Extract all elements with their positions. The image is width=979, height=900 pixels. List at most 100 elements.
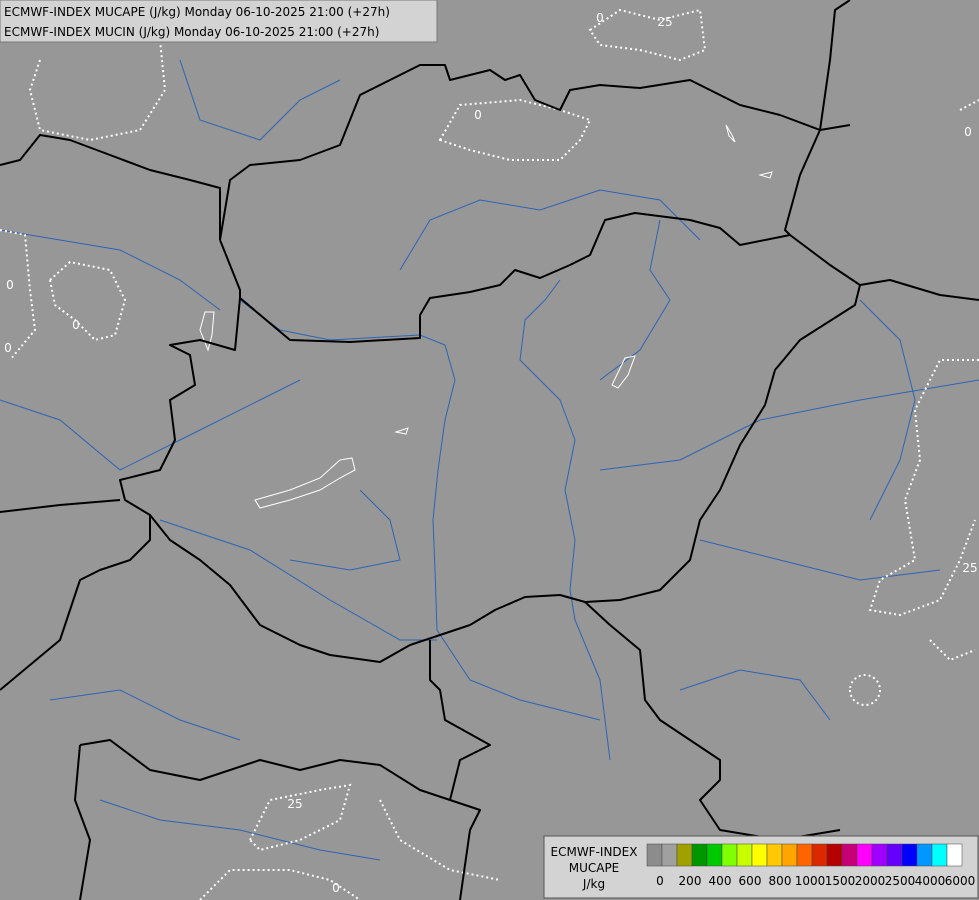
legend-swatch (751, 843, 768, 867)
legend-swatch (826, 843, 843, 867)
legend-swatch (781, 843, 798, 867)
contour-label: 0 (4, 341, 12, 355)
contour-label: 25 (287, 797, 302, 811)
river (0, 379, 301, 471)
contour (0, 229, 37, 361)
contour-label: 0 (474, 108, 482, 122)
contour (199, 869, 361, 900)
rivers (0, 59, 979, 861)
legend-label: 1000 (795, 874, 826, 888)
river (519, 279, 611, 761)
contour (929, 639, 976, 662)
legend-swatch (721, 843, 738, 867)
lake (758, 171, 773, 179)
legend-swatch (916, 843, 933, 867)
river (599, 379, 979, 471)
legend-label: 400 (709, 874, 732, 888)
river (399, 189, 701, 271)
lake (199, 311, 215, 352)
river (99, 799, 381, 861)
contour (868, 359, 979, 617)
legend-swatch (736, 843, 753, 867)
contours (0, 8, 979, 900)
legend-label: 6000 (945, 874, 976, 888)
contour-label: 25 (657, 15, 672, 29)
legend-swatch (811, 843, 828, 867)
legend-title: MUCAPE (569, 861, 620, 875)
legend-swatch (856, 843, 873, 867)
lake (394, 427, 409, 435)
country-border (819, 0, 851, 131)
country-border (584, 601, 841, 841)
legend-label: 1500 (825, 874, 856, 888)
contour-label: 0 (332, 881, 340, 895)
country-border (429, 640, 491, 900)
legend-swatch (676, 843, 693, 867)
country-border (0, 515, 151, 691)
legend-swatch (901, 843, 918, 867)
country-border (74, 744, 91, 900)
contour-label: 0 (596, 11, 604, 25)
country-border (859, 279, 979, 301)
lake (725, 124, 736, 143)
header-box (0, 0, 438, 43)
legend-swatch (886, 843, 903, 867)
legend: ECMWF-INDEX MUCAPE J/kg 0 200 400 600 800 1000 15… (543, 835, 979, 899)
legend-swatch (796, 843, 813, 867)
country-border (119, 212, 861, 663)
contour (248, 783, 352, 852)
contour (959, 99, 979, 111)
contour (849, 674, 882, 706)
contour (438, 98, 592, 161)
header-line: ECMWF-INDEX MUCAPE (J/kg) Monday 06-10-2… (4, 5, 390, 19)
legend-swatch (871, 843, 888, 867)
contours-solid (199, 124, 773, 509)
river (599, 219, 671, 381)
lake (611, 355, 636, 389)
river (289, 489, 401, 571)
legend-swatch (706, 843, 723, 867)
country-border (219, 239, 241, 298)
contour-label: 0 (6, 278, 14, 292)
legend-swatch (946, 843, 963, 867)
legend-label: 2000 (855, 874, 886, 888)
river (699, 539, 941, 581)
lake (254, 457, 356, 509)
legend-label: 0 (656, 874, 664, 888)
legend-swatch (661, 843, 678, 867)
legend-label: 200 (679, 874, 702, 888)
river (49, 689, 241, 741)
river (179, 59, 341, 141)
legend-swatch (931, 843, 948, 867)
legend-swatch (841, 843, 858, 867)
legend-label: 800 (769, 874, 792, 888)
country-border (784, 129, 821, 236)
contour-label: 25 (962, 561, 977, 575)
contour (48, 260, 127, 342)
legend-swatch (691, 843, 708, 867)
legend-swatch (766, 843, 783, 867)
river (239, 299, 601, 721)
legend-swatch (646, 843, 663, 867)
contour-label: 0 (72, 318, 80, 332)
river (859, 299, 916, 521)
legend-title: J/kg (582, 877, 605, 891)
contour-label: 0 (964, 125, 972, 139)
country-border (219, 64, 851, 241)
header-line: ECMWF-INDEX MUCIN (J/kg) Monday 06-10-20… (4, 25, 379, 39)
country-border (0, 499, 121, 513)
river (159, 519, 437, 641)
legend-label: 4000 (915, 874, 946, 888)
legend-label: 600 (739, 874, 762, 888)
legend-label: 2500 (885, 874, 916, 888)
river (679, 669, 831, 721)
river (0, 229, 221, 311)
header: ECMWF-INDEX MUCAPE (J/kg) Monday 06-10-2… (0, 0, 438, 43)
country-border (0, 134, 221, 240)
legend-title: ECMWF-INDEX (551, 845, 638, 859)
country-border (79, 739, 451, 801)
